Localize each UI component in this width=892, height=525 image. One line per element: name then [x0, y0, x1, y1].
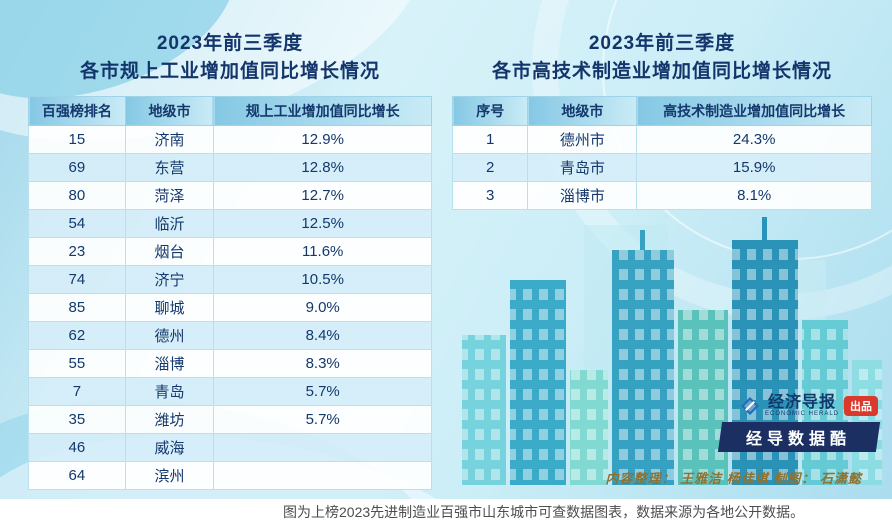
cell-growth: 12.8%	[213, 153, 432, 182]
produced-by-badge: 出品	[844, 395, 878, 416]
bottom-caption-strip: 图为上榜2023先进制造业百强市山东城市可查数据图表，数据来源为各地公开数据。	[0, 499, 892, 525]
table-row: 35 潍坊 5.7%	[28, 405, 432, 434]
cell-rank: 74	[28, 265, 126, 294]
col-header-rank: 百强榜排名	[28, 96, 126, 126]
cell-city: 德州市	[527, 125, 638, 154]
cell-growth: 8.1%	[636, 181, 872, 210]
cell-city: 青岛市	[527, 153, 638, 182]
title-line-1: 2023年前三季度	[588, 33, 736, 54]
cell-city: 潍坊	[124, 405, 215, 434]
cell-rank: 85	[28, 293, 126, 322]
table-row: 85 聊城 9.0%	[28, 293, 432, 322]
table-row: 2 青岛市 15.9%	[451, 153, 872, 182]
cell-rank: 15	[28, 125, 126, 154]
table-row: 69 东营 12.8%	[28, 153, 432, 182]
title-line-1: 2023年前三季度	[156, 33, 304, 54]
table-row: 74 济宁 10.5%	[28, 265, 432, 294]
table-row: 15 济南 12.9%	[28, 125, 432, 154]
cell-city: 烟台	[124, 237, 215, 266]
cell-growth: 9.0%	[213, 293, 432, 322]
cell-index: 3	[451, 181, 529, 210]
publisher-branding: 经济导报 ECONOMIC HERALD 出品 经导数据酷	[717, 394, 881, 452]
table-row: 54 临沂 12.5%	[28, 209, 432, 238]
caption-text: 图为上榜2023先进制造业百强市山东城市可查数据图表，数据来源为各地公开数据。	[283, 504, 805, 520]
cell-rank: 69	[28, 153, 126, 182]
table-header-row: 序号 地级市 高技术制造业增加值同比增长	[451, 96, 872, 126]
economic-herald-logo-icon	[740, 396, 759, 415]
col-header-growth: 规上工业增加值同比增长	[213, 96, 432, 126]
cell-city: 济宁	[124, 265, 215, 294]
title-line-2: 各市规上工业增加值同比增长情况	[79, 61, 380, 82]
cell-rank: 80	[28, 181, 126, 210]
hightech-growth-title: 2023年前三季度 各市高技术制造业增加值同比增长情况	[452, 30, 872, 86]
logo-subtext: ECONOMIC HERALD	[764, 411, 839, 417]
cell-city: 济南	[124, 125, 215, 154]
cell-growth: 15.9%	[636, 153, 872, 182]
cell-index: 1	[451, 125, 529, 154]
cell-rank: 62	[28, 321, 126, 350]
cell-city: 淄博	[124, 349, 215, 378]
col-header-growth: 高技术制造业增加值同比增长	[636, 96, 872, 126]
cell-city: 菏泽	[124, 181, 215, 210]
table-row: 80 菏泽 12.7%	[28, 181, 432, 210]
logo-text: 经济导报	[767, 394, 836, 411]
credits-line: 内容整理： 王雅洁 杨佳琪 制图： 石潇懿	[605, 471, 862, 486]
table-row: 1 德州市 24.3%	[451, 125, 872, 154]
cell-rank: 46	[28, 433, 126, 462]
table-row: 55 淄博 8.3%	[28, 349, 432, 378]
cell-rank: 35	[28, 405, 126, 434]
cell-growth: 8.3%	[213, 349, 432, 378]
cell-city: 德州	[124, 321, 215, 350]
table-row: 7 青岛 5.7%	[28, 377, 432, 406]
industrial-growth-table: 百强榜排名 地级市 规上工业增加值同比增长 15 济南 12.9% 69 东营 …	[28, 96, 432, 490]
logo-row: 经济导报 ECONOMIC HERALD 出品	[720, 394, 878, 417]
industrial-growth-title: 2023年前三季度 各市规上工业增加值同比增长情况	[28, 30, 432, 86]
table-row: 3 淄博市 8.1%	[451, 181, 872, 210]
cell-growth: 8.4%	[213, 321, 432, 350]
cell-growth	[213, 433, 432, 462]
cell-growth: 12.5%	[213, 209, 432, 238]
cell-city: 东营	[124, 153, 215, 182]
hightech-growth-table: 序号 地级市 高技术制造业增加值同比增长 1 德州市 24.3% 2 青岛市 1…	[451, 96, 872, 210]
hightech-growth-panel: 2023年前三季度 各市高技术制造业增加值同比增长情况 序号 地级市 高技术制造…	[451, 30, 872, 210]
cell-rank: 23	[28, 237, 126, 266]
table-header-row: 百强榜排名 地级市 规上工业增加值同比增长	[28, 96, 432, 126]
banner-text: 经导数据酷	[746, 431, 852, 448]
table-row: 46 威海	[28, 433, 432, 462]
cell-city: 聊城	[124, 293, 215, 322]
col-header-index: 序号	[451, 96, 529, 126]
cell-rank: 64	[28, 461, 126, 490]
cell-city: 青岛	[124, 377, 215, 406]
title-line-2: 各市高技术制造业增加值同比增长情况	[491, 61, 832, 82]
cell-index: 2	[451, 153, 529, 182]
cell-growth	[213, 461, 432, 490]
cell-growth: 12.9%	[213, 125, 432, 154]
cell-growth: 10.5%	[213, 265, 432, 294]
cell-growth: 11.6%	[213, 237, 432, 266]
cell-city: 滨州	[124, 461, 215, 490]
industrial-growth-panel: 2023年前三季度 各市规上工业增加值同比增长情况 百强榜排名 地级市 规上工业…	[28, 30, 432, 490]
col-header-city: 地级市	[527, 96, 638, 126]
cell-rank: 7	[28, 377, 126, 406]
table-row: 23 烟台 11.6%	[28, 237, 432, 266]
data-cool-banner: 经导数据酷	[717, 422, 881, 452]
table-row: 62 德州 8.4%	[28, 321, 432, 350]
cell-city: 临沂	[124, 209, 215, 238]
cell-growth: 12.7%	[213, 181, 432, 210]
logo-texts: 经济导报 ECONOMIC HERALD	[765, 394, 839, 417]
table-row: 64 滨州	[28, 461, 432, 490]
cell-growth: 5.7%	[213, 405, 432, 434]
cell-growth: 5.7%	[213, 377, 432, 406]
cell-city: 淄博市	[527, 181, 638, 210]
cell-city: 威海	[124, 433, 215, 462]
cell-rank: 54	[28, 209, 126, 238]
cell-rank: 55	[28, 349, 126, 378]
col-header-city: 地级市	[124, 96, 215, 126]
cell-growth: 24.3%	[636, 125, 872, 154]
